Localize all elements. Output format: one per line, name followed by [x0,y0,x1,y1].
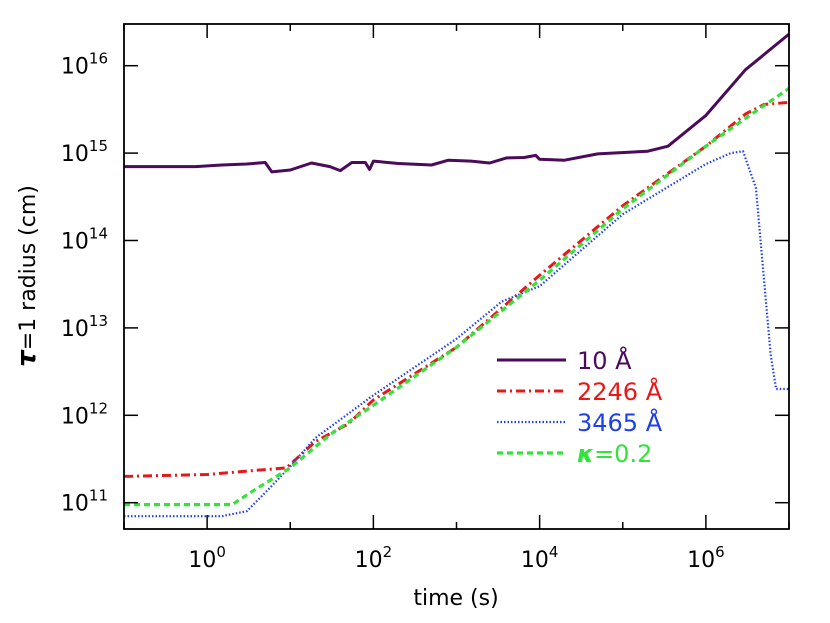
y-tick-label: 1014 [61,224,108,254]
y-tick-label-exponent: 12 [89,399,108,417]
x-tick-label: 106 [687,543,725,573]
x-tick-label-base: 10 [521,548,549,573]
y-tick-label-exponent: 15 [89,137,108,155]
y-tick-label-exponent: 16 [89,50,108,68]
y-tick-label-base: 10 [61,229,89,254]
legend-label-0: 10 Å [577,346,632,375]
series-line-2 [124,150,789,518]
legend-label-2: 3465 Å [577,408,663,437]
x-tick-label-base: 10 [188,548,216,573]
plot-lines [123,32,790,518]
y-tick-label-exponent: 13 [89,312,108,330]
y-axis-label-symbol: τ [12,349,42,367]
y-axis-label: τ=1 radius (cm) [12,185,42,367]
x-tick-label-exponent: 0 [216,543,226,561]
x-tick-label: 102 [355,543,393,573]
y-tick-label: 1013 [61,312,108,342]
series-line-0 [124,32,790,174]
x-tick-label: 100 [188,543,226,573]
legend-label-3: κ=0.2 [577,440,652,468]
x-tick-label-exponent: 2 [383,543,393,561]
y-tick-label: 1012 [61,399,108,429]
x-tick-label: 104 [521,543,559,573]
axis-ticks [123,24,790,529]
y-tick-label-base: 10 [61,404,89,429]
x-tick-label-exponent: 4 [549,543,559,561]
plot-frame [123,23,790,530]
legend-label-3-text: =0.2 [594,440,652,468]
y-tick-label: 1015 [61,137,108,167]
y-tick-label-base: 10 [61,492,89,517]
y-tick-label-base: 10 [61,55,89,80]
x-axis-label: time (s) [413,586,498,611]
y-axis-label-text: =1 radius (cm) [16,185,41,350]
legend-label-1: 2246 Å [577,377,663,406]
series-line-1 [123,100,790,478]
legend-label-3-symbol: κ [577,440,594,468]
y-tick-label: 1011 [61,487,108,517]
x-tick-label-exponent: 6 [715,543,725,561]
series-line-3 [124,87,790,507]
x-tick-label-base: 10 [355,548,383,573]
x-tick-label-base: 10 [687,548,715,573]
y-tick-label-base: 10 [61,317,89,342]
y-tick-label: 1016 [61,50,108,80]
y-tick-label-base: 10 [61,142,89,167]
y-tick-label-exponent: 11 [89,487,108,505]
y-tick-label-exponent: 14 [89,224,108,242]
